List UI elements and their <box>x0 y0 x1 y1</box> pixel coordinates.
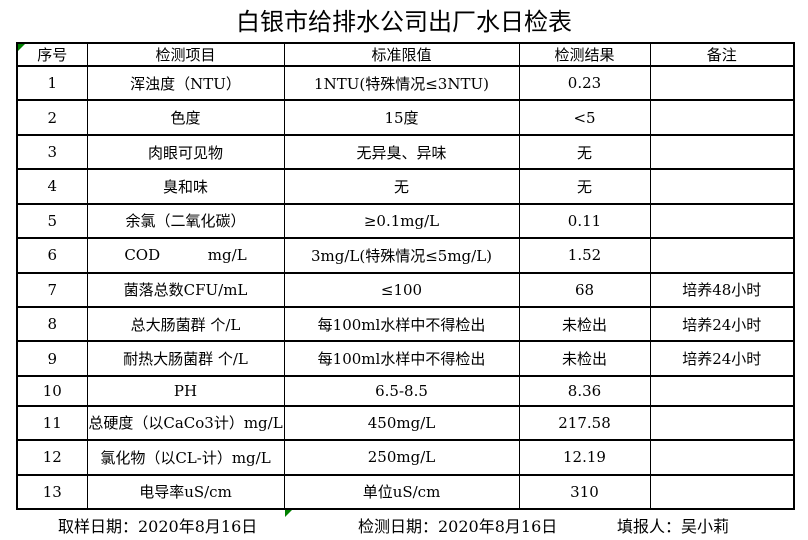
cell-remarks <box>649 64 795 102</box>
header-remarks: 备注 <box>649 42 795 67</box>
cell-test-result: 未检出 <box>518 340 651 377</box>
cell-standard-limit: ≤100 <box>283 271 520 308</box>
cell-test-item: PH <box>86 374 285 407</box>
cell-remarks <box>649 473 795 511</box>
header-test-result: 检测结果 <box>518 42 651 67</box>
cell-remarks: 培养24小时 <box>649 305 795 343</box>
cell-remarks <box>649 133 795 171</box>
cell-standard-limit: 单位uS/cm <box>283 473 520 511</box>
cell-test-result: <5 <box>518 99 651 136</box>
cell-test-result: 无 <box>518 168 651 205</box>
cell-test-item: 电导率uS/cm <box>86 473 285 511</box>
cell-standard-limit: 每100ml水样中不得检出 <box>283 340 520 377</box>
table-row: 12 氯化物（以CL-计）mg/L 250mg/L 12.19 <box>16 439 795 476</box>
cell-serial-number: 7 <box>16 271 88 308</box>
cell-test-item: 肉眼可见物 <box>86 133 285 171</box>
cell-standard-limit: 每100ml水样中不得检出 <box>283 305 520 343</box>
cell-remarks <box>649 99 795 136</box>
cell-standard-limit: 450mg/L <box>283 404 520 442</box>
test-date-label: 检测日期：2020年8月16日 <box>358 517 558 536</box>
cell-remarks <box>649 439 795 476</box>
cell-remarks <box>649 404 795 442</box>
cell-test-result: 无 <box>518 133 651 171</box>
inspection-table: 序号 检测项目 标准限值 检测结果 备注 1 浑浊度（NTU） 1NTU(特殊情… <box>16 42 795 511</box>
table-row: 1 浑浊度（NTU） 1NTU(特殊情况≤3NTU) 0.23 <box>16 64 795 102</box>
sampling-date-label: 取样日期：2020年8月16日 <box>58 517 258 536</box>
cell-test-item: 浑浊度（NTU） <box>86 64 285 102</box>
cell-test-result: 未检出 <box>518 305 651 343</box>
table-row: 2 色度 15度 <5 <box>16 99 795 136</box>
cell-test-result: 310 <box>518 473 651 511</box>
cell-test-result: 68 <box>518 271 651 308</box>
table-row: 11 总硬度（以CaCo3计）mg/L 450mg/L 217.58 <box>16 404 795 442</box>
cell-serial-number: 5 <box>16 202 88 240</box>
cell-serial-number: 13 <box>16 473 88 511</box>
cell-serial-number: 4 <box>16 168 88 205</box>
cell-standard-limit: 15度 <box>283 99 520 136</box>
footer: 取样日期：2020年8月16日 检测日期：2020年8月16日 填报人：吴小莉 <box>0 513 808 536</box>
header-standard-limit: 标准限值 <box>283 42 520 67</box>
table-row: 9 耐热大肠菌群 个/L 每100ml水样中不得检出 未检出 培养24小时 <box>16 340 795 377</box>
cell-test-item: 余氯（二氧化碳） <box>86 202 285 240</box>
cell-remarks: 培养24小时 <box>649 340 795 377</box>
header-row: 序号 检测项目 标准限值 检测结果 备注 <box>16 42 795 67</box>
cell-serial-number: 9 <box>16 340 88 377</box>
cell-test-result: 0.11 <box>518 202 651 240</box>
header-serial-number: 序号 <box>16 42 88 67</box>
cell-standard-limit: 无 <box>283 168 520 205</box>
cell-test-item: 色度 <box>86 99 285 136</box>
cell-test-item: COD mg/L <box>86 237 285 274</box>
reporter-label: 填报人：吴小莉 <box>617 517 730 536</box>
cell-test-item: 总硬度（以CaCo3计）mg/L <box>86 404 285 442</box>
cell-test-item: 氯化物（以CL-计）mg/L <box>86 439 285 476</box>
cell-serial-number: 8 <box>16 305 88 343</box>
cell-standard-limit: 无异臭、异味 <box>283 133 520 171</box>
page-title: 白银市给排水公司出厂水日检表 <box>236 8 572 36</box>
cell-remarks: 培养48小时 <box>649 271 795 308</box>
cell-serial-number: 3 <box>16 133 88 171</box>
cell-standard-limit: 1NTU(特殊情况≤3NTU) <box>283 64 520 102</box>
excel-corner-marker-icon <box>18 44 25 51</box>
table-row: 7 菌落总数CFU/mL ≤100 68 培养48小时 <box>16 271 795 308</box>
header-test-item: 检测项目 <box>86 42 285 67</box>
cell-test-result: 0.23 <box>518 64 651 102</box>
cell-serial-number: 12 <box>16 439 88 476</box>
cell-serial-number: 6 <box>16 237 88 274</box>
cell-serial-number: 1 <box>16 64 88 102</box>
cell-standard-limit: 6.5-8.5 <box>283 374 520 407</box>
cell-test-item: 菌落总数CFU/mL <box>86 271 285 308</box>
table-row: 5 余氯（二氧化碳） ≥0.1mg/L 0.11 <box>16 202 795 240</box>
cell-test-result: 217.58 <box>518 404 651 442</box>
cell-standard-limit: 250mg/L <box>283 439 520 476</box>
cell-remarks <box>649 237 795 274</box>
cell-remarks <box>649 168 795 205</box>
cell-serial-number: 2 <box>16 99 88 136</box>
cell-remarks <box>649 202 795 240</box>
cell-test-result: 8.36 <box>518 374 651 407</box>
cell-test-result: 1.52 <box>518 237 651 274</box>
cell-serial-number: 10 <box>16 374 88 407</box>
cell-test-item: 臭和味 <box>86 168 285 205</box>
cell-remarks <box>649 374 795 407</box>
table-row: 6 COD mg/L 3mg/L(特殊情况≤5mg/L) 1.52 <box>16 237 795 274</box>
table-wrap: 序号 检测项目 标准限值 检测结果 备注 1 浑浊度（NTU） 1NTU(特殊情… <box>16 42 795 517</box>
cell-test-result: 12.19 <box>518 439 651 476</box>
table-row: 13 电导率uS/cm 单位uS/cm 310 <box>16 473 795 511</box>
table-row: 4 臭和味 无 无 <box>16 168 795 205</box>
cell-standard-limit: ≥0.1mg/L <box>283 202 520 240</box>
table-body: 1 浑浊度（NTU） 1NTU(特殊情况≤3NTU) 0.23 2 色度 15度… <box>16 64 795 511</box>
table-row: 10 PH 6.5-8.5 8.36 <box>16 374 795 407</box>
table-row: 8 总大肠菌群 个/L 每100ml水样中不得检出 未检出 培养24小时 <box>16 305 795 343</box>
cell-serial-number: 11 <box>16 404 88 442</box>
cell-test-item: 耐热大肠菌群 个/L <box>86 340 285 377</box>
table-row: 3 肉眼可见物 无异臭、异味 无 <box>16 133 795 171</box>
cell-standard-limit: 3mg/L(特殊情况≤5mg/L) <box>283 237 520 274</box>
excel-fill-handle-icon <box>285 510 292 517</box>
cell-test-item: 总大肠菌群 个/L <box>86 305 285 343</box>
